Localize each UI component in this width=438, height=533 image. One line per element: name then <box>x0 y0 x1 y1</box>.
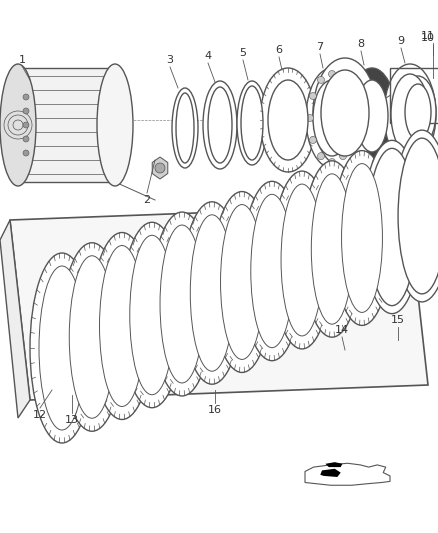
Ellipse shape <box>342 164 382 312</box>
Circle shape <box>310 136 316 143</box>
Ellipse shape <box>348 68 396 164</box>
Text: 16: 16 <box>208 405 222 415</box>
Ellipse shape <box>203 81 237 169</box>
Ellipse shape <box>181 202 243 384</box>
Circle shape <box>350 115 357 122</box>
Ellipse shape <box>97 64 133 186</box>
Polygon shape <box>152 157 168 179</box>
Polygon shape <box>18 68 115 182</box>
Text: 8: 8 <box>357 39 364 49</box>
Ellipse shape <box>363 140 421 313</box>
Text: 5: 5 <box>240 48 247 58</box>
Circle shape <box>23 122 29 128</box>
Circle shape <box>155 163 165 173</box>
Ellipse shape <box>242 181 302 361</box>
Polygon shape <box>0 220 30 418</box>
Ellipse shape <box>176 93 194 163</box>
Text: 4: 4 <box>205 51 212 61</box>
Ellipse shape <box>281 184 323 336</box>
Circle shape <box>318 76 325 83</box>
Ellipse shape <box>313 80 351 156</box>
Ellipse shape <box>237 81 267 165</box>
Ellipse shape <box>313 58 377 168</box>
Text: 3: 3 <box>166 55 173 65</box>
Ellipse shape <box>306 68 358 168</box>
Ellipse shape <box>0 64 36 186</box>
Text: 2: 2 <box>143 195 151 205</box>
Bar <box>390 68 438 123</box>
Ellipse shape <box>121 222 183 408</box>
Ellipse shape <box>332 151 392 326</box>
Polygon shape <box>325 462 343 467</box>
Ellipse shape <box>268 80 308 160</box>
Ellipse shape <box>160 225 204 383</box>
Ellipse shape <box>302 161 362 337</box>
Ellipse shape <box>151 212 213 396</box>
Ellipse shape <box>400 76 436 148</box>
Circle shape <box>318 152 325 159</box>
Ellipse shape <box>91 232 153 419</box>
Text: 6: 6 <box>276 45 283 55</box>
Ellipse shape <box>272 171 332 349</box>
Text: 9: 9 <box>397 36 405 46</box>
Ellipse shape <box>130 235 174 395</box>
Ellipse shape <box>190 215 234 371</box>
Circle shape <box>328 70 336 77</box>
Text: 15: 15 <box>391 315 405 325</box>
Text: 11: 11 <box>421 31 435 41</box>
Circle shape <box>310 93 316 100</box>
Text: 10: 10 <box>421 33 435 43</box>
Ellipse shape <box>69 256 115 418</box>
Ellipse shape <box>393 130 438 302</box>
Ellipse shape <box>311 174 353 324</box>
Circle shape <box>339 76 346 83</box>
Ellipse shape <box>39 266 85 430</box>
Circle shape <box>339 152 346 159</box>
Circle shape <box>23 108 29 114</box>
Circle shape <box>347 93 354 100</box>
Ellipse shape <box>60 243 124 431</box>
Ellipse shape <box>398 138 438 294</box>
Text: 12: 12 <box>33 410 47 420</box>
Ellipse shape <box>208 87 232 163</box>
Circle shape <box>23 94 29 100</box>
Ellipse shape <box>30 253 94 443</box>
Ellipse shape <box>356 80 388 152</box>
Ellipse shape <box>251 195 293 348</box>
Ellipse shape <box>221 205 264 359</box>
Circle shape <box>23 150 29 156</box>
Ellipse shape <box>384 64 436 164</box>
Text: 1: 1 <box>18 55 25 65</box>
Text: 7: 7 <box>316 42 324 52</box>
Ellipse shape <box>260 68 316 172</box>
Text: 14: 14 <box>335 325 349 335</box>
Polygon shape <box>305 463 390 485</box>
Circle shape <box>347 136 354 143</box>
Ellipse shape <box>368 148 416 305</box>
Ellipse shape <box>241 86 263 160</box>
Ellipse shape <box>405 84 431 140</box>
Circle shape <box>328 158 336 166</box>
Ellipse shape <box>321 70 369 156</box>
Text: 13: 13 <box>65 415 79 425</box>
Ellipse shape <box>212 191 272 373</box>
Ellipse shape <box>99 246 145 407</box>
Circle shape <box>23 136 29 142</box>
Ellipse shape <box>391 74 429 154</box>
Circle shape <box>307 115 314 122</box>
Ellipse shape <box>172 88 198 168</box>
Polygon shape <box>320 469 341 477</box>
Polygon shape <box>10 205 428 400</box>
